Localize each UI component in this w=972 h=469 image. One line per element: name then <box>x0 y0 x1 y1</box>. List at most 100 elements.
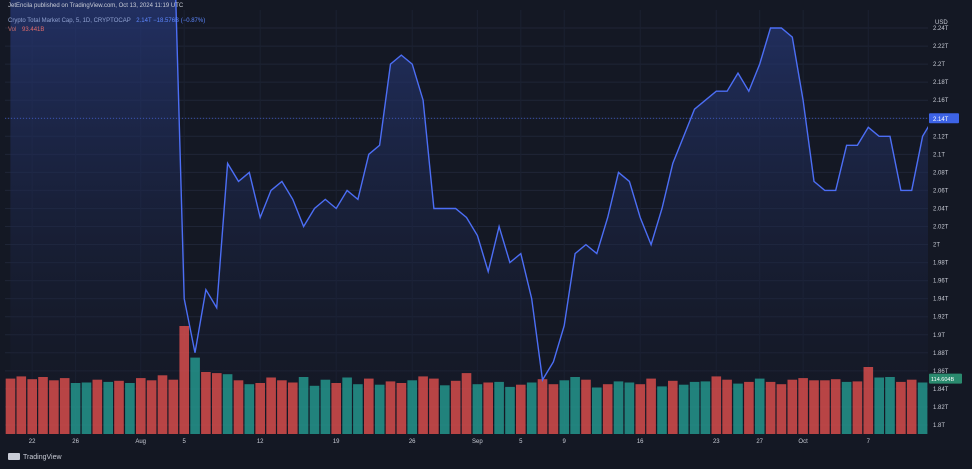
price-line <box>175 0 935 382</box>
volume-bar <box>450 380 461 434</box>
volume-bar <box>288 382 298 434</box>
volume-bar <box>244 384 255 434</box>
volume-bar <box>754 378 765 434</box>
volume-bar <box>602 384 613 434</box>
volume-bar <box>385 381 396 434</box>
date-tick-label: 12 <box>257 439 264 445</box>
date-tick-label: 27 <box>756 439 763 445</box>
last-price-badge <box>929 113 959 124</box>
volume-bar <box>92 379 103 434</box>
price-tick-label: 2.16T <box>933 98 949 104</box>
last-volume-badge-text: 114.604B <box>931 377 954 383</box>
volume-bar <box>722 379 732 434</box>
volume-bar <box>689 381 700 434</box>
volume-bar <box>233 380 244 434</box>
volume-bar <box>374 384 385 434</box>
publisher-line: JetEncila published on TradingView.com, … <box>8 3 184 9</box>
price-tick-label: 2.22T <box>933 44 949 50</box>
volume-bar <box>733 383 743 434</box>
volume-bar <box>613 381 624 434</box>
volume-bar <box>255 383 265 434</box>
volume-bar <box>81 382 92 434</box>
price-tick-label: 1.9T <box>933 333 945 339</box>
volume-bar <box>103 381 113 434</box>
volume-bar <box>157 375 168 434</box>
date-tick-label: 5 <box>519 439 523 445</box>
volume-bar <box>635 384 646 434</box>
price-tick-label: 2.18T <box>933 80 949 86</box>
volume-bar <box>418 376 428 434</box>
last-volume-badge <box>929 373 962 384</box>
volume-bar <box>917 382 928 434</box>
tradingview-logo[interactable]: TradingView <box>8 453 62 461</box>
symbol-name[interactable]: Crypto Total Market Cap, 5, 1D, CRYPTOCA… <box>8 18 131 24</box>
volume-bar <box>125 383 135 434</box>
currency-label: USD <box>935 20 948 26</box>
volume-bar <box>537 379 548 434</box>
volume-bar <box>592 387 602 434</box>
price-tick-label: 2.24T <box>933 26 949 32</box>
volume-bar <box>700 381 711 434</box>
volume-bar <box>548 384 559 434</box>
volume-bar <box>5 378 16 434</box>
volume-bar <box>38 377 48 434</box>
volume-bar <box>461 373 472 434</box>
price-tick-label: 2.1T <box>933 152 945 158</box>
volume-bar <box>678 384 689 434</box>
volume-bar <box>396 383 407 434</box>
price-tick-label: 1.88T <box>933 351 949 357</box>
ohlc-values: 2.14T −18.576B (−0.87%) <box>136 18 206 24</box>
volume-bar <box>852 381 863 434</box>
volume-bar <box>298 377 309 434</box>
volume-bar <box>136 378 146 434</box>
volume-bar <box>711 376 722 434</box>
volume-bar <box>526 382 537 434</box>
footer-bar <box>0 450 972 469</box>
volume-bar <box>407 380 417 434</box>
volume-bar <box>222 374 233 434</box>
volume-bar <box>776 384 787 434</box>
volume-bar <box>16 376 27 434</box>
volume-bar <box>863 367 874 434</box>
volume-bar <box>483 382 493 434</box>
price-tick-label: 1.96T <box>933 279 949 285</box>
volume-bar <box>266 377 276 434</box>
volume-bar <box>809 380 819 434</box>
volume-bar <box>744 381 754 434</box>
price-tick-label: 1.82T <box>933 405 949 411</box>
volume-bar <box>570 377 580 434</box>
volume-bar <box>472 384 483 434</box>
volume-bar <box>179 326 189 434</box>
symbol-legend: Crypto Total Market Cap, 5, 1D, CRYPTOCA… <box>8 18 205 24</box>
price-tick-label: 1.92T <box>933 315 949 321</box>
volume-bar <box>646 378 656 434</box>
price-tick-label: 2.08T <box>933 170 949 176</box>
volume-bar <box>168 379 179 434</box>
volume-label[interactable]: Vol <box>8 27 17 33</box>
volume-bar <box>342 377 352 434</box>
volume-bar <box>277 380 287 434</box>
volume-bar <box>309 385 320 434</box>
volume-bar <box>212 373 222 434</box>
volume-bar <box>331 383 341 434</box>
volume-bar <box>559 380 570 434</box>
volume-bar <box>27 379 37 434</box>
date-tick-label: Oct <box>798 439 808 445</box>
volume-bar <box>830 379 841 434</box>
volume-bar <box>906 379 917 434</box>
volume-bar <box>49 380 59 434</box>
volume-bar <box>353 384 363 434</box>
volume-bar <box>440 385 450 434</box>
date-tick-label: 5 <box>183 439 187 445</box>
volume-bar <box>624 382 635 434</box>
price-tick-label: 2T <box>933 243 940 249</box>
volume-bar <box>581 379 591 434</box>
tradingview-icon <box>8 453 20 460</box>
price-tick-label: 1.84T <box>933 387 949 393</box>
volume-bar <box>114 380 124 434</box>
date-tick-label: 23 <box>713 439 720 445</box>
volume-bar <box>668 380 678 434</box>
volume-bar <box>885 377 895 434</box>
